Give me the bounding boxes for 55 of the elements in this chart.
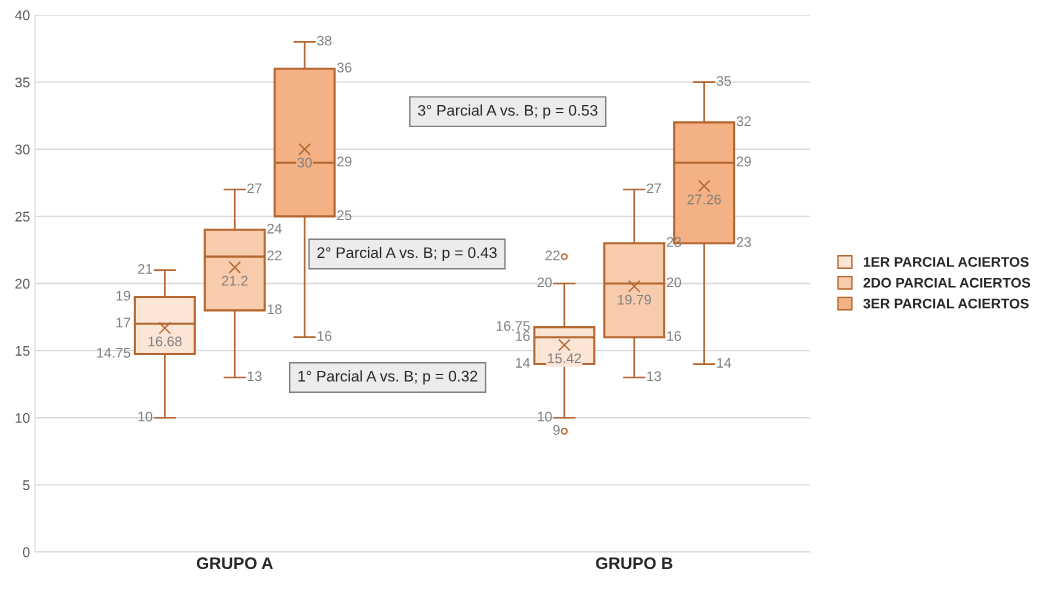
annotation: 23 (736, 237, 751, 247)
annotation: 20 (666, 277, 682, 288)
annotation: 32 (736, 116, 751, 127)
annotation: 24 (267, 223, 282, 234)
annotation: 1° Parcial A vs. B; p = 0.32 (298, 370, 478, 385)
annotation: 21.2 (221, 275, 248, 286)
annotation: 36 (337, 62, 352, 73)
annotation: 16 (317, 331, 332, 341)
annotation: 3° Parcial A vs. B; p = 0.53 (418, 104, 598, 119)
annotation: 29 (736, 156, 751, 167)
annotation: 19 (116, 290, 131, 301)
legend-label: 1ER PARCIAL ACIERTOS (863, 257, 1029, 267)
legend-label: 2DO PARCIAL ACIERTOS (863, 277, 1031, 288)
x-tick-label: GRUPO A (196, 557, 273, 570)
annotation: 13 (247, 371, 262, 382)
y-tick-label: 35 (15, 77, 30, 88)
annotation: 18 (267, 304, 282, 315)
annotation: 38 (317, 35, 332, 46)
annotation: 15.42 (548, 353, 581, 364)
y-tick-label: 25 (15, 211, 30, 222)
legend-label: 3ER PARCIAL ACIERTOS (863, 298, 1029, 309)
annotation: 27 (247, 183, 262, 194)
annotation: 23 (666, 237, 682, 247)
y-tick-label: 40 (15, 10, 30, 21)
annotation: 16 (667, 331, 682, 341)
y-tick-label: 5 (22, 480, 30, 491)
annotation: 22 (545, 250, 560, 261)
annotation: 27.26 (687, 194, 721, 205)
annotation: 21 (138, 263, 153, 274)
annotation: 14 (515, 358, 530, 368)
annotation: 9 (553, 425, 560, 435)
y-tick-label: 10 (15, 413, 30, 423)
annotation: 14.75 (97, 348, 131, 358)
y-tick-label: 15 (15, 346, 30, 356)
annotation: 16.75 (496, 321, 530, 331)
annotation: 16.68 (148, 336, 182, 347)
annotation: 22 (267, 250, 282, 261)
annotation: 20 (537, 277, 552, 288)
y-tick-label: 20 (15, 278, 30, 289)
annotation: 10 (537, 411, 552, 422)
annotation: 16 (515, 331, 530, 341)
y-tick-label: 30 (15, 144, 30, 155)
annotation: 10 (138, 411, 153, 422)
y-tick-label: 0 (22, 547, 30, 558)
annotation: 2° Parcial A vs. B; p = 0.43 (317, 246, 497, 262)
annotation: 14 (717, 358, 732, 368)
annotation: 17 (116, 317, 131, 328)
annotation: 35 (716, 76, 731, 86)
x-tick-label: GRUPO B (596, 557, 673, 570)
annotation: 30 (297, 157, 312, 168)
annotation: 29 (337, 156, 352, 167)
annotation: 19.79 (617, 294, 651, 305)
annotation: 25 (337, 210, 352, 221)
annotation: 13 (647, 371, 662, 382)
annotation: 27 (646, 183, 661, 194)
